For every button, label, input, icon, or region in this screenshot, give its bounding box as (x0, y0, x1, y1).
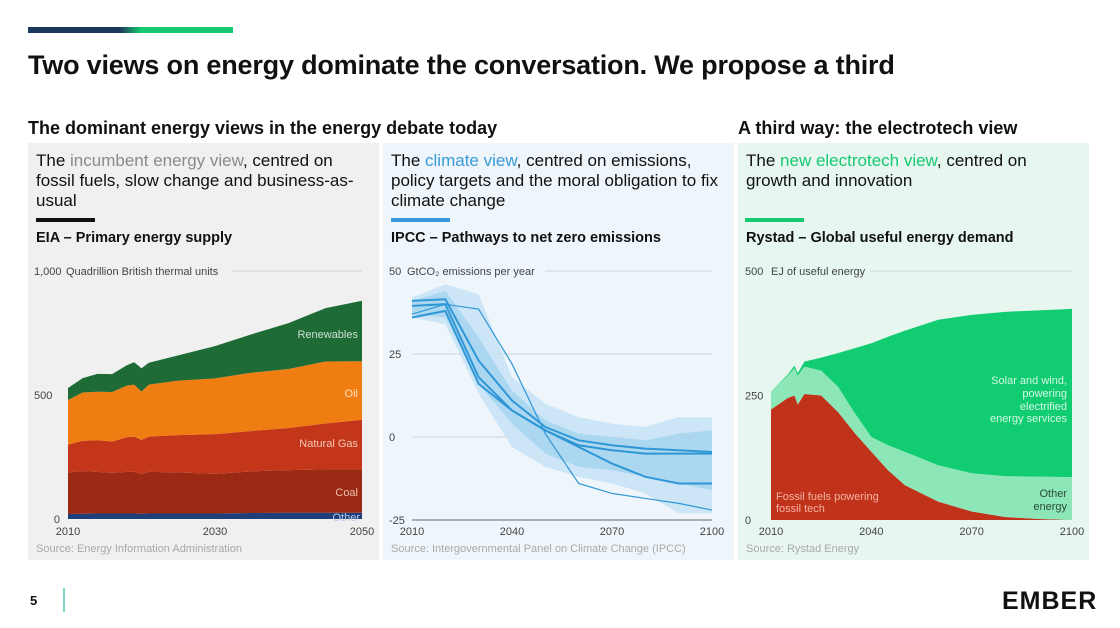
y-tick-label: 25 (389, 349, 401, 361)
y-tick-label: 0 (389, 432, 395, 444)
series-label-solar: powering (1022, 388, 1067, 400)
series-label-other: energy (1033, 501, 1067, 513)
underline (391, 218, 450, 222)
subheading-right: A third way: the electrotech view (738, 118, 1018, 138)
area-natural-gas (68, 419, 362, 475)
x-tick-label: 2010 (400, 526, 424, 538)
highlight: incumbent energy view (70, 151, 243, 170)
y-tick-label: -25 (389, 515, 405, 527)
chart-rystad: 0 250 500 EJ of useful energy 2010 2040 2070 21… (745, 266, 1084, 538)
series-label-solar: electrified (1020, 401, 1067, 413)
y-tick-label: 0 (54, 514, 60, 526)
area-other (68, 512, 362, 519)
unit-label: GtCO₂ emissions per year (407, 266, 535, 278)
series-label-other: Other (1039, 488, 1067, 500)
x-tick-label: 2070 (600, 526, 624, 538)
area-oil (68, 361, 362, 445)
highlight: climate view (425, 151, 517, 170)
unit-label: Quadrillion British thermal units (66, 266, 219, 278)
chart1-labels: Renewables Oil Natural Gas Coal Other (297, 329, 360, 524)
ember-logo: EMBER (1002, 587, 1098, 615)
y-tick-label: 0 (745, 515, 751, 527)
accent-bar (28, 27, 233, 33)
series-label-renewables: Renewables (297, 329, 358, 341)
chart-source: Source: Rystad Energy (746, 543, 860, 555)
underline (36, 218, 95, 222)
footer-divider (63, 588, 65, 612)
x-tick-label: 2040 (500, 526, 524, 538)
chart-title: Rystad – Global useful energy demand (746, 230, 1014, 246)
chart-title: EIA – Primary energy supply (36, 230, 233, 246)
page-title: Two views on energy dominate the convers… (28, 50, 895, 80)
y-tick-label: 1,000 (34, 266, 62, 278)
area-coal (68, 469, 362, 515)
x-tick-label: 2100 (1060, 526, 1084, 538)
area-solar-and-wind-powering-electrified-energy-services (771, 308, 1072, 478)
series-label-coal: Coal (335, 487, 358, 499)
chart3-labels: Solar and wind, powering electrified ene… (776, 375, 1067, 515)
x-tick-label: 2040 (859, 526, 883, 538)
y-tick-label: 50 (389, 266, 401, 278)
chart-source: Source: Intergovernmental Panel on Clima… (391, 543, 686, 555)
series-label-gas: Natural Gas (299, 438, 358, 450)
area-other-energy (771, 366, 1072, 520)
y-tick-label: 500 (745, 266, 763, 278)
line-pathway-1 (411, 298, 713, 453)
x-tick-label: 2050 (350, 526, 374, 538)
x-tick-label: 2030 (203, 526, 227, 538)
y-tick-label: 250 (745, 391, 763, 403)
area-renewables (68, 300, 362, 400)
chart-source: Source: Energy Information Administratio… (36, 543, 243, 555)
series-label-other: Other (332, 512, 360, 524)
line-pathway-3 (411, 309, 712, 485)
panel-lead: The new electrotech view, centred on gro… (746, 151, 1027, 190)
page-number: 5 (30, 593, 38, 608)
series-label-oil: Oil (345, 388, 358, 400)
area-fossil-fuels-powering-fossil-tech (771, 394, 1072, 520)
chart-eia: 0 500 1,000 Quadrillion British thermal uni… (34, 266, 374, 538)
series-label-fossil: fossil tech (776, 503, 825, 515)
chart-ipcc: -25 0 25 50 GtCO₂ emissions per year 2010 2040… (389, 266, 724, 538)
unit-label: EJ of useful energy (771, 266, 866, 278)
x-tick-label: 2070 (959, 526, 983, 538)
x-tick-label: 2010 (759, 526, 783, 538)
series-label-solar: Solar and wind, (991, 375, 1067, 387)
panel-lead: The incumbent energy view, centred on fo… (36, 151, 354, 210)
underline (745, 218, 804, 222)
highlight: new electrotech view (780, 151, 937, 170)
panel-lead: The climate view, centred on emissions, … (391, 151, 718, 210)
line-pathway-4 (411, 303, 713, 511)
subheading-left: The dominant energy views in the energy … (28, 118, 498, 138)
y-tick-label: 500 (34, 390, 52, 402)
series-label-fossil: Fossil fuels powering (776, 491, 879, 503)
band-inner-range (412, 290, 712, 491)
series-label-solar: energy services (990, 413, 1068, 425)
x-tick-label: 2100 (700, 526, 724, 538)
chart-title: IPCC – Pathways to net zero emissions (391, 230, 661, 246)
x-tick-label: 2010 (56, 526, 80, 538)
